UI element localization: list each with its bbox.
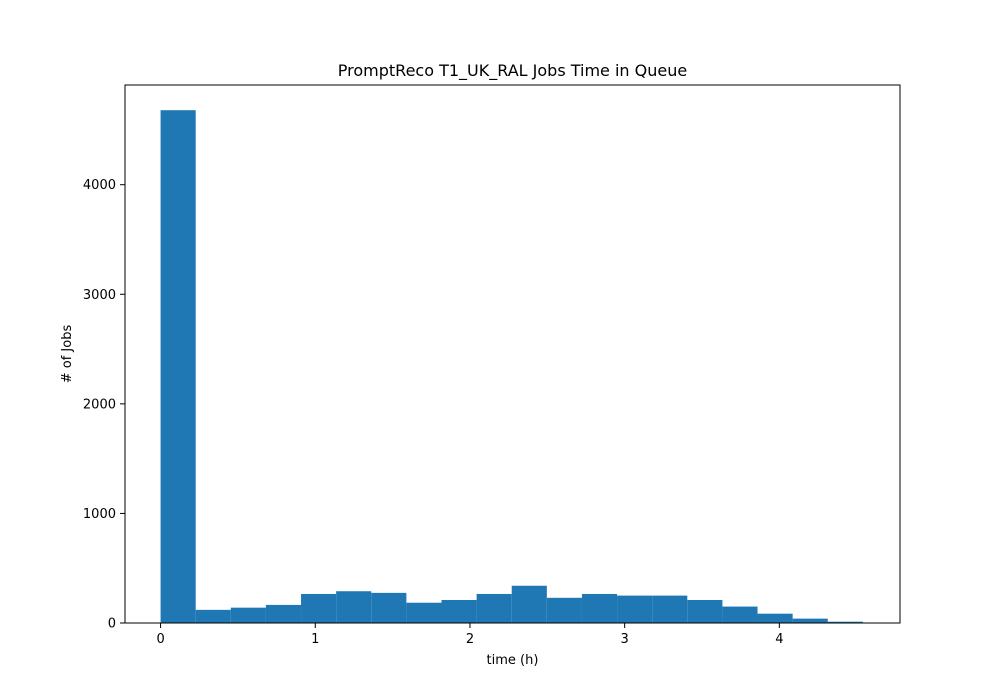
histogram-bars <box>160 110 863 623</box>
y-tick-label: 3000 <box>83 288 116 303</box>
x-axis-label: time (h) <box>487 653 539 668</box>
chart-title: PromptReco T1_UK_RAL Jobs Time in Queue <box>338 61 687 81</box>
histogram-bar <box>441 599 477 623</box>
histogram-bar <box>195 609 231 623</box>
x-tick-label: 0 <box>156 632 164 647</box>
histogram-bar <box>652 595 688 623</box>
histogram-bar <box>160 110 196 623</box>
histogram-bar <box>546 597 582 623</box>
y-axis-ticks: 0 1000 2000 3000 4000 <box>83 178 125 632</box>
histogram-bar <box>230 607 266 623</box>
histogram-bar <box>722 606 758 623</box>
x-axis-ticks: 0 1 2 3 4 <box>156 623 783 647</box>
x-tick-label: 2 <box>466 632 474 647</box>
histogram-bar <box>265 604 302 623</box>
histogram-bar <box>371 592 407 623</box>
histogram-bar <box>792 618 828 623</box>
histogram-bar <box>757 613 793 623</box>
y-tick-label: 0 <box>108 617 116 632</box>
histogram-bar <box>406 602 442 623</box>
x-tick-label: 4 <box>775 632 783 647</box>
x-tick-label: 1 <box>311 632 319 647</box>
y-tick-label: 2000 <box>83 397 116 412</box>
histogram-bar <box>301 593 337 623</box>
histogram-bar <box>511 585 547 623</box>
y-tick-label: 4000 <box>83 178 116 193</box>
y-axis-label: # of Jobs <box>60 325 75 384</box>
histogram-bar <box>617 595 653 623</box>
histogram-bar <box>687 599 723 623</box>
histogram-bar <box>476 593 512 623</box>
histogram-bar <box>336 591 372 623</box>
x-tick-label: 3 <box>621 632 629 647</box>
histogram-bar <box>827 621 863 623</box>
y-tick-label: 1000 <box>83 507 116 522</box>
plot-frame <box>124 84 901 624</box>
histogram-bar <box>581 593 618 623</box>
